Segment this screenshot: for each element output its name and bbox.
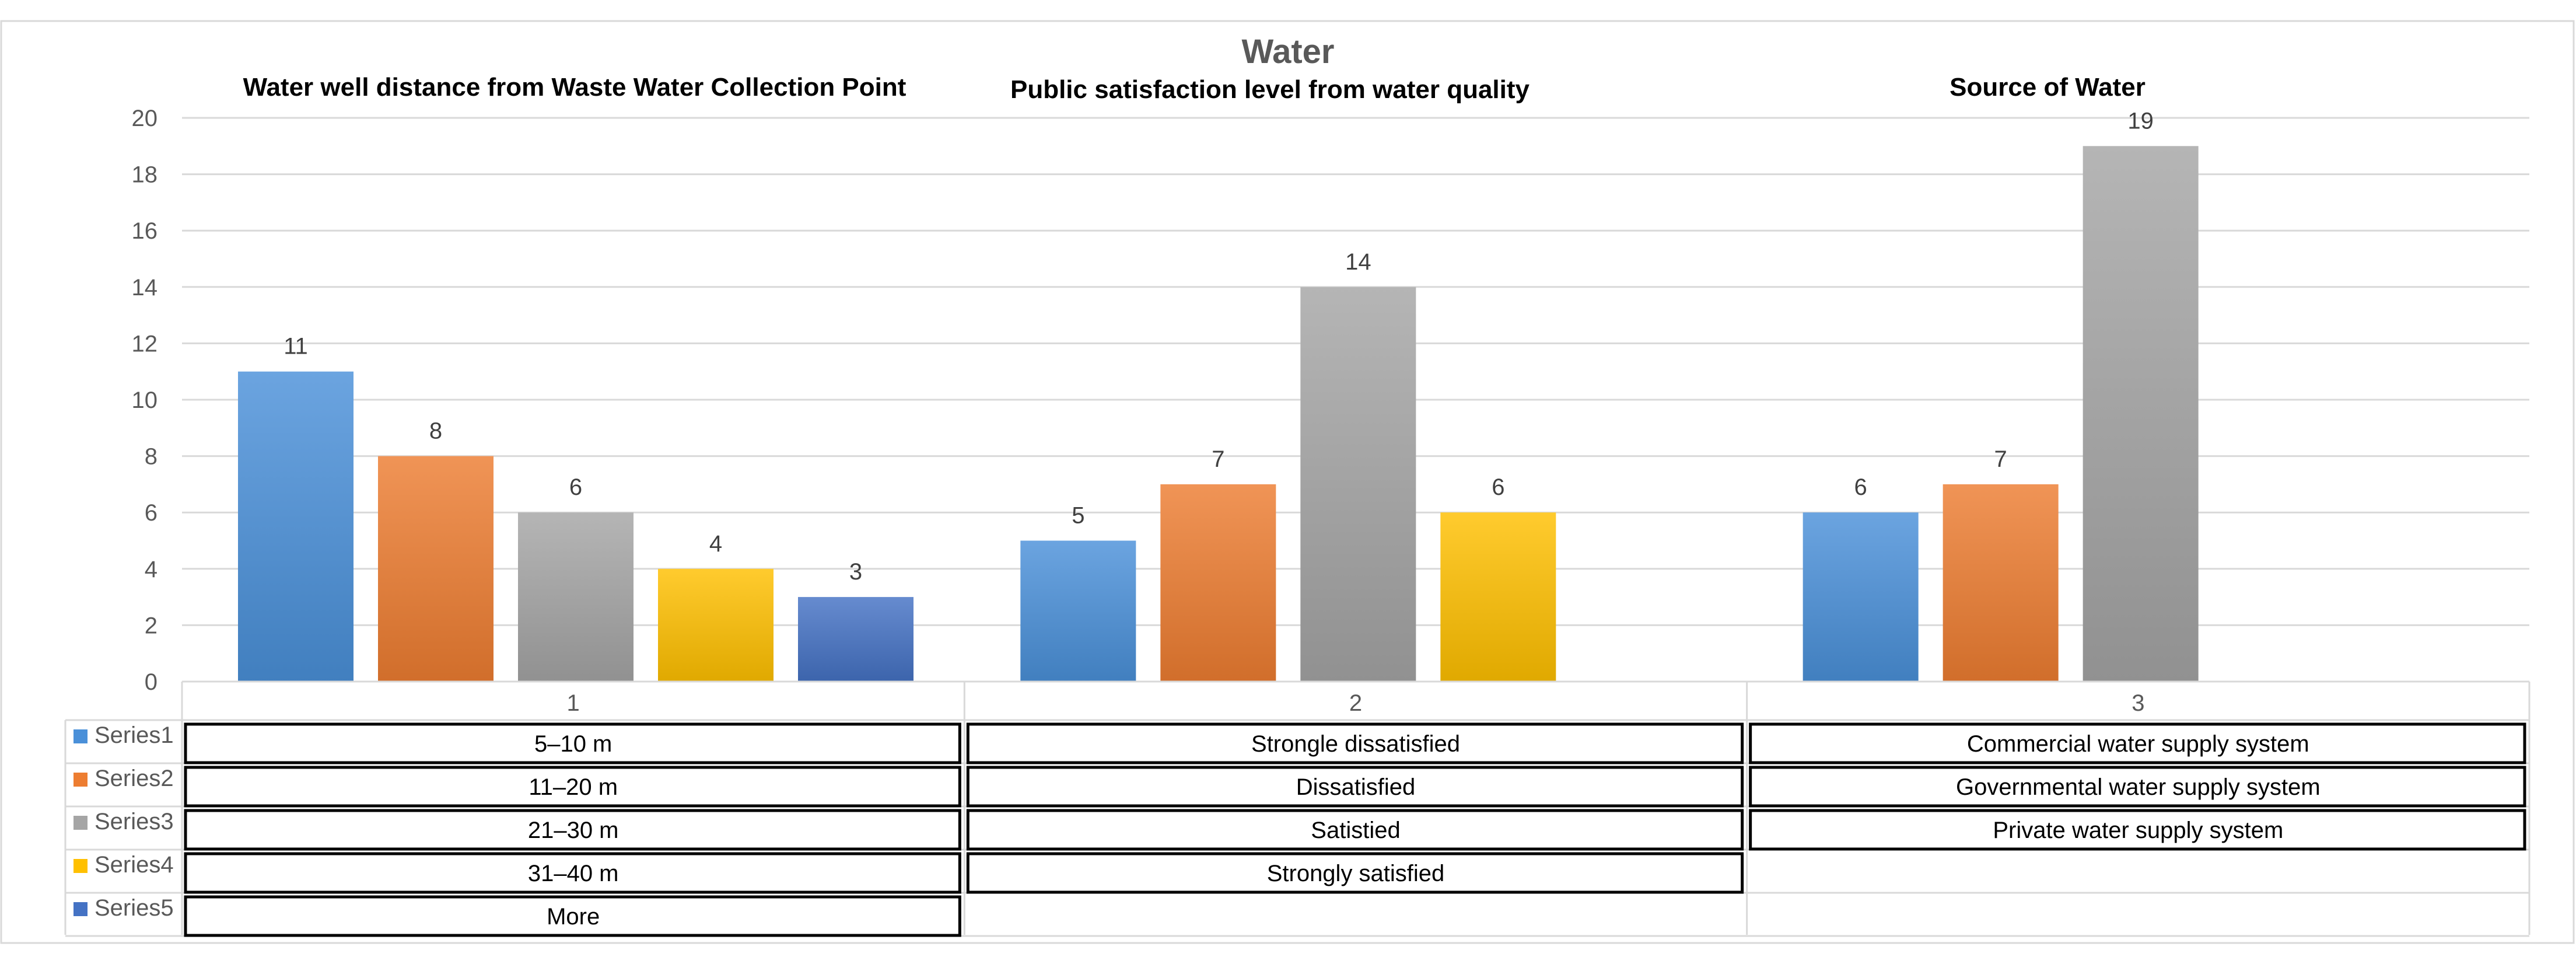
bar-series2-cat3: [1943, 484, 2059, 682]
bar-series3-cat2: [1300, 287, 1416, 682]
table-cell-box: [184, 852, 961, 894]
bar-series4-cat1: [658, 568, 774, 682]
y-tick-label-4: 4: [145, 557, 158, 582]
table-cell-r4-c1: 31–40 m: [528, 861, 619, 886]
data-label-series4-cat1: 4: [709, 531, 722, 557]
data-label-series3-cat3: 19: [2127, 108, 2154, 134]
table-cell-r3-c2: Satistied: [1311, 818, 1400, 843]
y-tick-label-6: 6: [145, 500, 158, 526]
legend-key-series1: [74, 729, 88, 743]
data-label-series3-cat2: 14: [1345, 249, 1371, 275]
chart-title: Water: [1242, 33, 1335, 71]
subtitle-well-distance: Water well distance from Waste Water Col…: [243, 73, 907, 102]
table-cell-r2-c3: Governmental water supply system: [1956, 774, 2320, 800]
legend-label-series2: Series2: [94, 766, 174, 791]
data-label-series2-cat2: 7: [1212, 446, 1224, 472]
bar-series2-cat2: [1160, 484, 1276, 682]
bar-series2-cat1: [378, 456, 494, 682]
table-cell-r3-c3: Private water supply system: [1993, 818, 2283, 843]
data-table: 1 2 3 Series1 Series2 Series3 Series4 Series5 5–…: [64, 680, 2530, 937]
bar-series5-cat1: [798, 597, 914, 682]
table-cell-box: [184, 895, 961, 937]
legend-key-series3: [74, 816, 88, 830]
table-cell-r3-c1: 21–30 m: [528, 818, 619, 843]
table-cell-box: [1749, 766, 2526, 808]
data-label-series3-cat1: 6: [569, 474, 582, 500]
legend-label-series4: Series4: [94, 852, 174, 878]
subtitle-water-source: Source of Water: [1950, 73, 2146, 102]
subtitle-satisfaction: Public satisfaction level from water qua…: [1010, 75, 1530, 104]
table-cell-box: [966, 852, 1744, 894]
data-label-series5-cat1: 3: [849, 559, 862, 585]
y-tick-label-20: 20: [132, 106, 158, 131]
table-cell-box: [184, 722, 961, 764]
legend-label-series5: Series5: [94, 895, 174, 921]
bar-series3-cat3: [2082, 146, 2199, 682]
legend-key-series4: [74, 859, 88, 873]
table-cell-r2-c2: Dissatisfied: [1296, 774, 1416, 800]
table-cell-r1-c3: Commercial water supply system: [1967, 731, 2309, 757]
bar-series4-cat2: [1440, 512, 1556, 682]
table-cell-box: [966, 722, 1744, 764]
table-cell-r5-c1: More: [547, 904, 600, 930]
category-label-2: 2: [1349, 690, 1362, 716]
y-tick-label-16: 16: [132, 218, 158, 244]
legend-label-series1: Series1: [94, 722, 174, 748]
table-cell-r1-c2: Strongle dissatisfied: [1251, 731, 1460, 757]
data-label-series4-cat2: 6: [1492, 474, 1504, 500]
bars: [238, 146, 2199, 682]
category-label-3: 3: [2132, 690, 2144, 716]
table-cell-box: [966, 766, 1744, 808]
table-cell-box: [184, 766, 961, 808]
y-tick-label-8: 8: [145, 444, 158, 470]
data-label-series1-cat1: 11: [284, 334, 308, 359]
table-cell-box: [1749, 809, 2526, 851]
y-tick-label-18: 18: [132, 162, 158, 188]
table-cell-box: [966, 809, 1744, 851]
table-cell-box: [184, 809, 961, 851]
data-label-series2-cat3: 7: [1994, 446, 2007, 472]
table-cell-r4-c2: Strongly satisfied: [1267, 861, 1445, 886]
legend-key-series5: [74, 902, 88, 916]
table-cell-r2-c1: 11–20 m: [528, 774, 618, 800]
y-tick-label-12: 12: [132, 331, 158, 357]
y-tick-label-14: 14: [132, 275, 158, 301]
bar-series3-cat1: [518, 512, 634, 682]
bar-series1-cat2: [1020, 540, 1136, 682]
y-tick-label-10: 10: [132, 387, 158, 413]
data-label-series1-cat3: 6: [1854, 474, 1867, 500]
table-cell-r1-c1: 5–10 m: [534, 731, 612, 757]
data-labels: 11 5 6 8 7 7 6 14 19 4 6 3: [284, 108, 2154, 585]
category-label-1: 1: [567, 690, 580, 716]
data-label-series1-cat2: 5: [1072, 503, 1084, 529]
data-label-series2-cat1: 8: [429, 418, 442, 444]
bar-series1-cat3: [1803, 512, 1919, 682]
bar-series1-cat1: [238, 371, 354, 682]
y-tick-label-0: 0: [145, 669, 158, 695]
table-cell-box: [1749, 722, 2526, 764]
legend-key-series2: [74, 773, 88, 787]
y-tick-label-2: 2: [145, 613, 158, 638]
y-axis-ticks: 0 2 4 6 8 10 12 14 16 18 20: [132, 106, 158, 695]
legend-label-series3: Series3: [94, 809, 174, 834]
